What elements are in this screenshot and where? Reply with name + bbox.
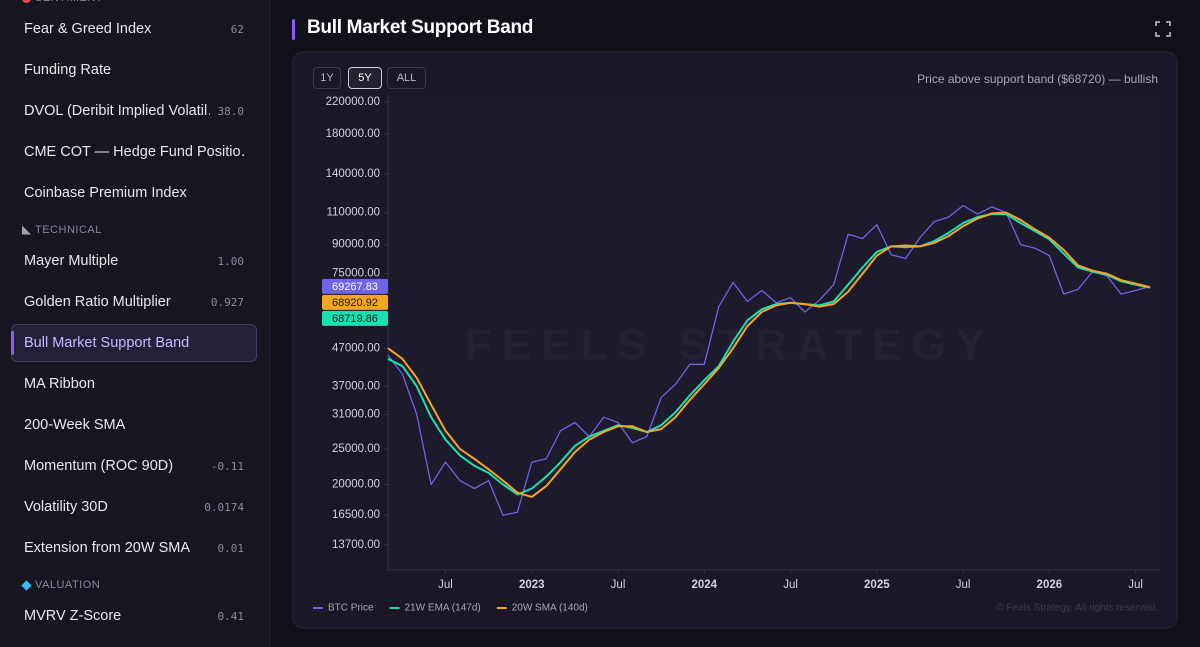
y-tick-label: 140000.00 [326, 168, 380, 180]
nav-value: -0.11 [210, 459, 244, 473]
y-tick-label: 20000.00 [332, 479, 380, 491]
last-value-badge [322, 278, 388, 294]
page-title: Bull Market Support Band [307, 17, 534, 38]
section-title: TECHNICAL [35, 224, 102, 236]
nav-label: 200-Week SMA [24, 417, 126, 433]
y-tick-label: 110000.00 [326, 207, 380, 219]
series-line [387, 211, 1151, 498]
nav-label: MVRV Z-Score [24, 608, 122, 624]
nav-item[interactable]: Golden Ratio Multiplier 0.927 [11, 283, 257, 321]
last-value-label: 69267.83 [332, 281, 378, 293]
nav-item[interactable]: 200-Week SMA [11, 406, 257, 444]
nav-item[interactable]: MA Ribbon [11, 365, 257, 403]
range-button[interactable]: 1Y [313, 67, 341, 89]
title-accent [292, 19, 295, 40]
nav-item[interactable]: Bull Market Support Band [11, 324, 257, 362]
copyright: © Feels Strategy. All rights reserved. [996, 603, 1158, 614]
series-line [387, 204, 1151, 516]
nav-label: MA Ribbon [24, 376, 95, 392]
last-value-label: 68920.92 [332, 297, 378, 309]
x-tick-label: 2026 [1037, 579, 1063, 591]
nav-label: Bull Market Support Band [24, 335, 190, 351]
range-button[interactable]: 5Y [348, 67, 382, 89]
nav-label: Volatility 30D [24, 499, 108, 515]
fullscreen-button[interactable] [1155, 21, 1171, 37]
nav-label: Coinbase Premium Index [24, 185, 187, 201]
x-tick-label: Jul [438, 579, 453, 591]
y-tick-label: 16500.00 [332, 509, 380, 521]
legend-label: 21W EMA (147d) [405, 603, 481, 614]
section-title: SENTIMENT [35, 0, 103, 4]
y-tick-label: 180000.00 [326, 128, 380, 140]
legend-label: 20W SMA (140d) [512, 603, 588, 614]
nav-value: 38.0 [217, 104, 245, 118]
x-tick-label: Jul [956, 579, 971, 591]
y-tick-label: 220000.00 [326, 96, 380, 108]
y-tick-label: 25000.00 [332, 443, 380, 455]
nav-label: Golden Ratio Multiplier [24, 294, 171, 310]
sidebar: SENTIMENT Fear & Greed Index 62 Funding Rat… [0, 0, 270, 647]
nav-value: 1.00 [217, 254, 245, 268]
nav-value: 0.927 [210, 295, 244, 309]
nav-label: DVOL (Deribit Implied Volatil… [24, 103, 210, 119]
status-text: Price above support band ($68720) — bull… [917, 72, 1158, 86]
section-header: TECHNICAL [22, 223, 102, 237]
section-title: VALUATION [35, 579, 101, 591]
last-value-badge [322, 294, 388, 310]
nav-item[interactable]: Mayer Multiple 1.00 [11, 242, 257, 280]
section-icon [21, 579, 32, 591]
last-value-label: 68719.86 [332, 313, 378, 325]
x-tick-label: 2025 [864, 579, 890, 591]
nav-label: Extension from 20W SMA [24, 540, 190, 556]
nav-value: 0.41 [217, 609, 245, 623]
x-tick-label: Jul [1128, 579, 1143, 591]
last-value-badge [322, 310, 388, 326]
legend-label: BTC Price [328, 603, 374, 614]
watermark: FEELS STRATEGY [465, 321, 995, 370]
x-tick-label: 2023 [519, 579, 545, 591]
nav-item[interactable]: CME COT — Hedge Fund Positio… [11, 133, 257, 171]
nav-item[interactable]: DVOL (Deribit Implied Volatil… 38.0 [11, 92, 257, 130]
y-tick-label: 75000.00 [332, 268, 380, 280]
y-tick-label: 37000.00 [332, 380, 380, 392]
nav-value: 0.0174 [204, 500, 244, 514]
nav-label: Funding Rate [24, 62, 112, 78]
nav-label: CME COT — Hedge Fund Positio… [24, 144, 244, 160]
nav-item[interactable]: Funding Rate [11, 51, 257, 89]
series-line [387, 213, 1151, 496]
section-icon [22, 0, 31, 3]
y-tick-label: 90000.00 [332, 239, 380, 251]
section-header: VALUATION [21, 578, 101, 592]
nav-label: Mayer Multiple [24, 253, 119, 269]
x-tick-label: Jul [611, 579, 626, 591]
y-tick-label: 31000.00 [332, 409, 380, 421]
nav-label: Fear & Greed Index [24, 21, 152, 37]
nav-item[interactable]: Coinbase Premium Index [11, 174, 257, 212]
nav-item[interactable]: Fear & Greed Index 62 [11, 10, 257, 48]
y-tick-label: 47000.00 [332, 342, 380, 354]
nav-item[interactable]: MVRV Z-Score 0.41 [11, 597, 257, 635]
nav-value: 62 [230, 22, 244, 36]
section-icon [22, 225, 31, 235]
x-tick-label: 2024 [692, 579, 718, 591]
nav-item[interactable]: Extension from 20W SMA 0.01 [11, 529, 257, 567]
x-tick-label: Jul [783, 579, 798, 591]
section-header: SENTIMENT [22, 0, 103, 5]
nav-value: 0.01 [217, 541, 245, 555]
nav-item[interactable]: Momentum (ROC 90D) -0.11 [11, 447, 257, 485]
y-tick-label: 13700.00 [332, 539, 380, 551]
nav-item[interactable]: Volatility 30D 0.0174 [11, 488, 257, 526]
nav-label: Momentum (ROC 90D) [24, 458, 174, 474]
range-button[interactable]: ALL [387, 67, 426, 89]
